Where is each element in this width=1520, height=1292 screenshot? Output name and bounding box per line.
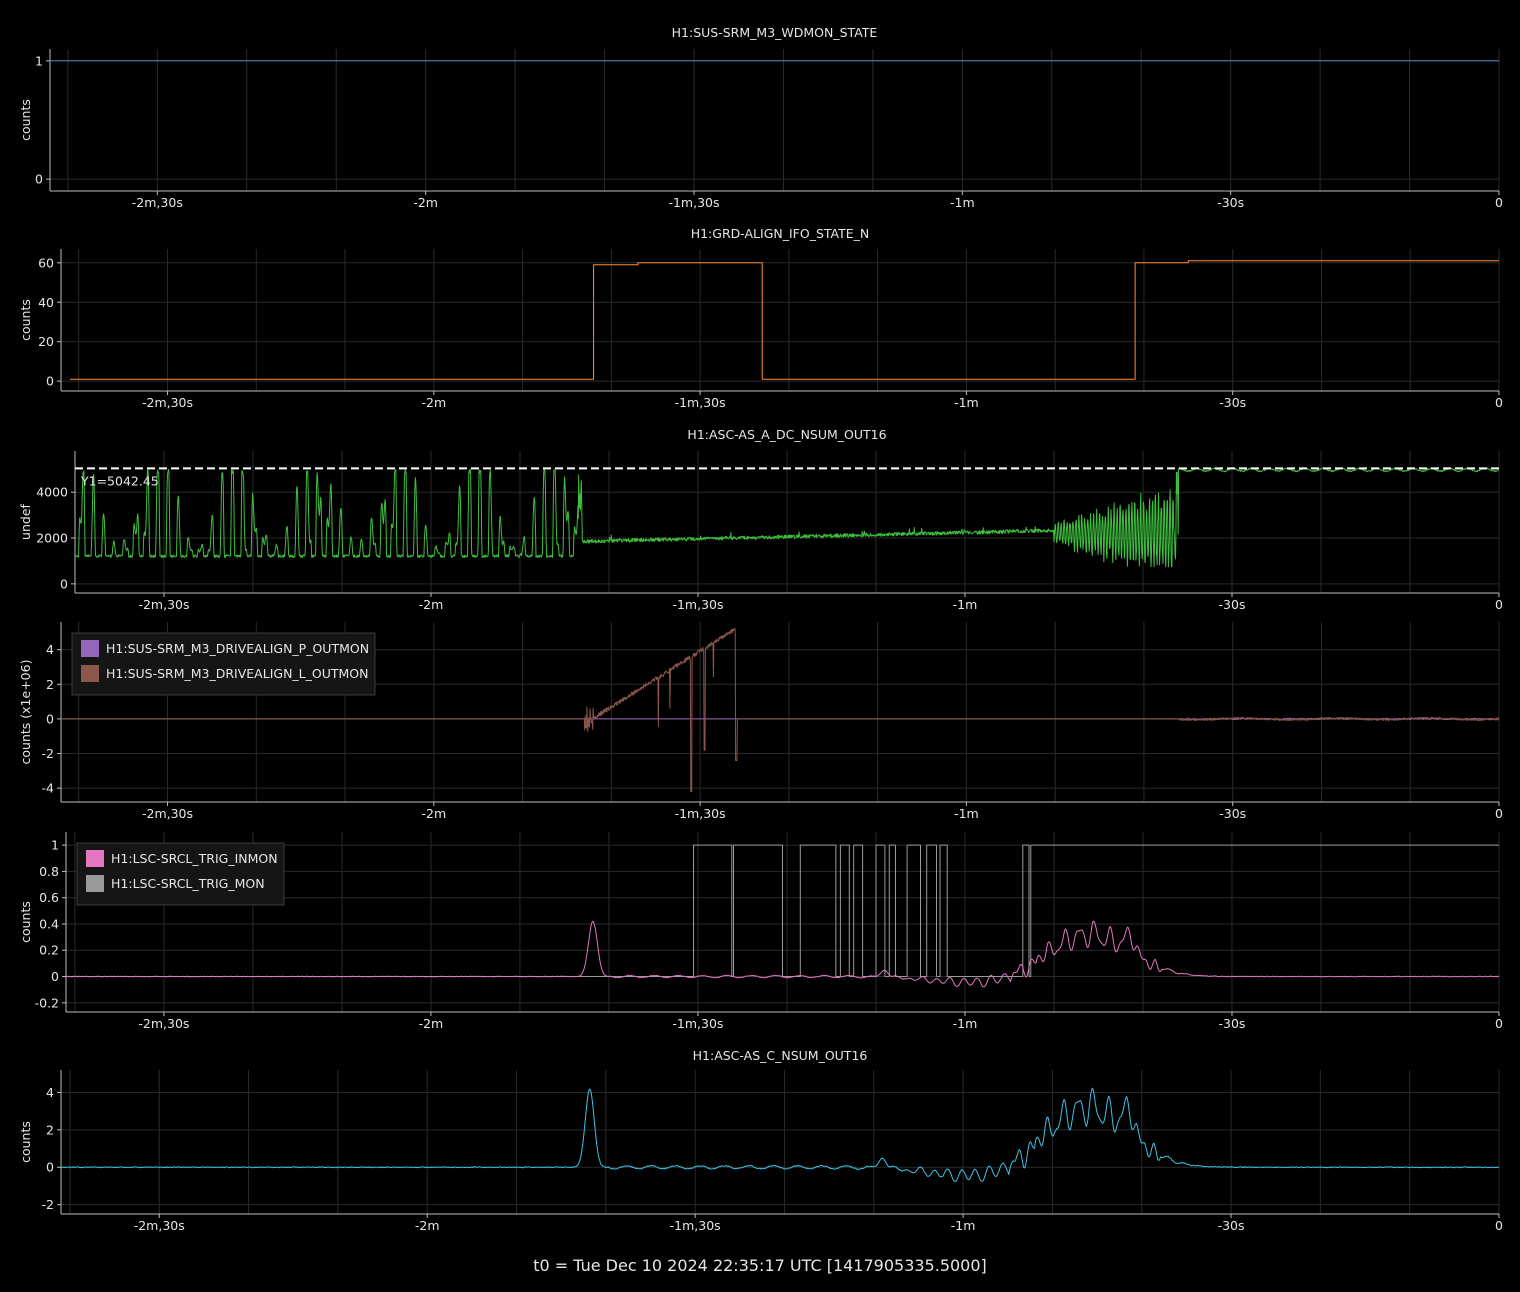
y-tick-label: 0 — [46, 374, 54, 389]
x-tick-label: -1m,30s — [672, 597, 723, 612]
y-tick-label: -4 — [42, 781, 55, 796]
x-tick-label: -30s — [1219, 1016, 1246, 1031]
y-tick-label: 4000 — [36, 485, 68, 500]
x-tick-label: -30s — [1217, 195, 1244, 210]
x-tick-label: -1m,30s — [675, 395, 726, 410]
x-tick-label: -2m,30s — [134, 1218, 185, 1233]
x-tick-label: -2m,30s — [142, 806, 193, 821]
x-tick-label: -2m,30s — [132, 195, 183, 210]
chart-title: H1:ASC-AS_C_NSUM_OUT16 — [693, 1048, 868, 1063]
x-tick-label: -2m — [419, 1016, 444, 1031]
x-tick-label: -30s — [1219, 806, 1246, 821]
x-tick-label: 0 — [1495, 395, 1503, 410]
x-tick-label: -1m,30s — [668, 195, 719, 210]
chart-title: H1:ASC-AS_A_DC_NSUM_OUT16 — [687, 427, 886, 442]
legend-swatch — [81, 640, 99, 657]
series-line-1 — [61, 1087, 1499, 1182]
legend-swatch — [81, 665, 99, 682]
x-tick-label: 0 — [1495, 195, 1503, 210]
y-tick-label: -0.2 — [35, 995, 59, 1010]
y-tick-label: 0 — [35, 172, 43, 187]
x-tick-label: -2m — [421, 395, 446, 410]
y-axis-label: counts — [18, 1121, 33, 1163]
y-tick-label: 1 — [51, 838, 59, 853]
y-tick-label: 4 — [46, 642, 54, 657]
y-tick-label: 2 — [46, 1122, 54, 1137]
y-tick-label: 40 — [38, 295, 54, 310]
y-tick-label: 2 — [46, 677, 54, 692]
plot-panel-5: counts -0.2 0 0.2 0.4 0.6 0.8 1 -2m,30s -2m -1m,30… — [18, 832, 1503, 1031]
x-tick-label: -2m — [413, 195, 438, 210]
y-axis-label: counts — [18, 99, 33, 141]
series-line-1 — [75, 467, 1499, 568]
series-line-2 — [66, 920, 1499, 988]
y-tick-label: 0 — [46, 1160, 54, 1175]
x-tick-label: -2m — [419, 597, 444, 612]
x-tick-label: -30s — [1219, 597, 1246, 612]
x-tick-label: -30s — [1218, 1218, 1245, 1233]
x-tick-label: -30s — [1219, 395, 1246, 410]
y-tick-label: 0 — [46, 711, 54, 726]
chart-title: H1:GRD-ALIGN_IFO_STATE_N — [691, 226, 870, 241]
y-axis-label: counts — [18, 901, 33, 943]
marker-label: Y1=5042.45 — [80, 473, 159, 488]
y-tick-label: 20 — [38, 334, 54, 349]
x-tick-label: -1m,30s — [675, 806, 726, 821]
y-tick-label: 0.6 — [39, 890, 59, 905]
x-tick-label: -1m,30s — [670, 1218, 721, 1233]
x-tick-label: 0 — [1495, 1016, 1503, 1031]
x-tick-label: -1m — [954, 395, 979, 410]
x-tick-label: 0 — [1495, 806, 1503, 821]
y-tick-label: 1 — [35, 53, 43, 68]
y-tick-label: 4 — [46, 1085, 54, 1100]
y-tick-label: -2 — [42, 1197, 54, 1212]
y-tick-label: 0 — [60, 576, 68, 591]
series-line-2 — [61, 627, 1499, 793]
time-origin-caption: t0 = Tue Dec 10 2024 22:35:17 UTC [14179… — [533, 1256, 987, 1275]
legend-box — [71, 632, 376, 696]
x-tick-label: -1m — [950, 195, 975, 210]
legend-swatch — [86, 850, 104, 867]
y-axis-label: undef — [18, 503, 33, 539]
x-tick-label: -1m — [953, 1016, 978, 1031]
y-tick-label: 2000 — [36, 531, 68, 546]
x-tick-label: 0 — [1495, 1218, 1503, 1233]
legend-entry: H1:LSC-SRCL_TRIG_MON — [111, 876, 265, 891]
y-axis-label: counts (x1e+06) — [18, 660, 33, 765]
x-tick-label: -2m — [415, 1218, 440, 1233]
plot-panel-4: counts (x1e+06) -4 -2 0 2 4 -2m,30s -2m -1m,30s -… — [18, 622, 1503, 821]
legend-box — [76, 842, 285, 906]
y-tick-label: 0.8 — [39, 864, 59, 879]
x-tick-label: -2m,30s — [138, 597, 189, 612]
chart-title: H1:SUS-SRM_M3_WDMON_STATE — [672, 25, 878, 40]
x-tick-label: -2m — [421, 806, 446, 821]
y-axis-label: counts — [18, 299, 33, 341]
x-tick-label: 0 — [1495, 597, 1503, 612]
x-tick-label: -1m,30s — [672, 1016, 723, 1031]
y-tick-label: 0.4 — [39, 916, 59, 931]
y-tick-label: 60 — [38, 255, 54, 270]
legend-entry: H1:SUS-SRM_M3_DRIVEALIGN_P_OUTMON — [106, 641, 369, 656]
x-tick-label: -2m,30s — [138, 1016, 189, 1031]
series-line-1 — [66, 844, 1499, 977]
y-tick-label: 0.2 — [39, 943, 59, 958]
x-tick-label: -2m,30s — [142, 395, 193, 410]
x-tick-label: -1m — [953, 597, 978, 612]
y-tick-label: -2 — [42, 746, 54, 761]
legend-entry: H1:SUS-SRM_M3_DRIVEALIGN_L_OUTMON — [106, 666, 368, 681]
legend-entry: H1:LSC-SRCL_TRIG_INMON — [111, 851, 278, 866]
y-tick-label: 0 — [51, 969, 59, 984]
x-tick-label: -1m — [954, 806, 979, 821]
series-line-1 — [69, 260, 1499, 380]
legend-swatch — [86, 875, 104, 892]
x-tick-label: -1m — [951, 1218, 976, 1233]
